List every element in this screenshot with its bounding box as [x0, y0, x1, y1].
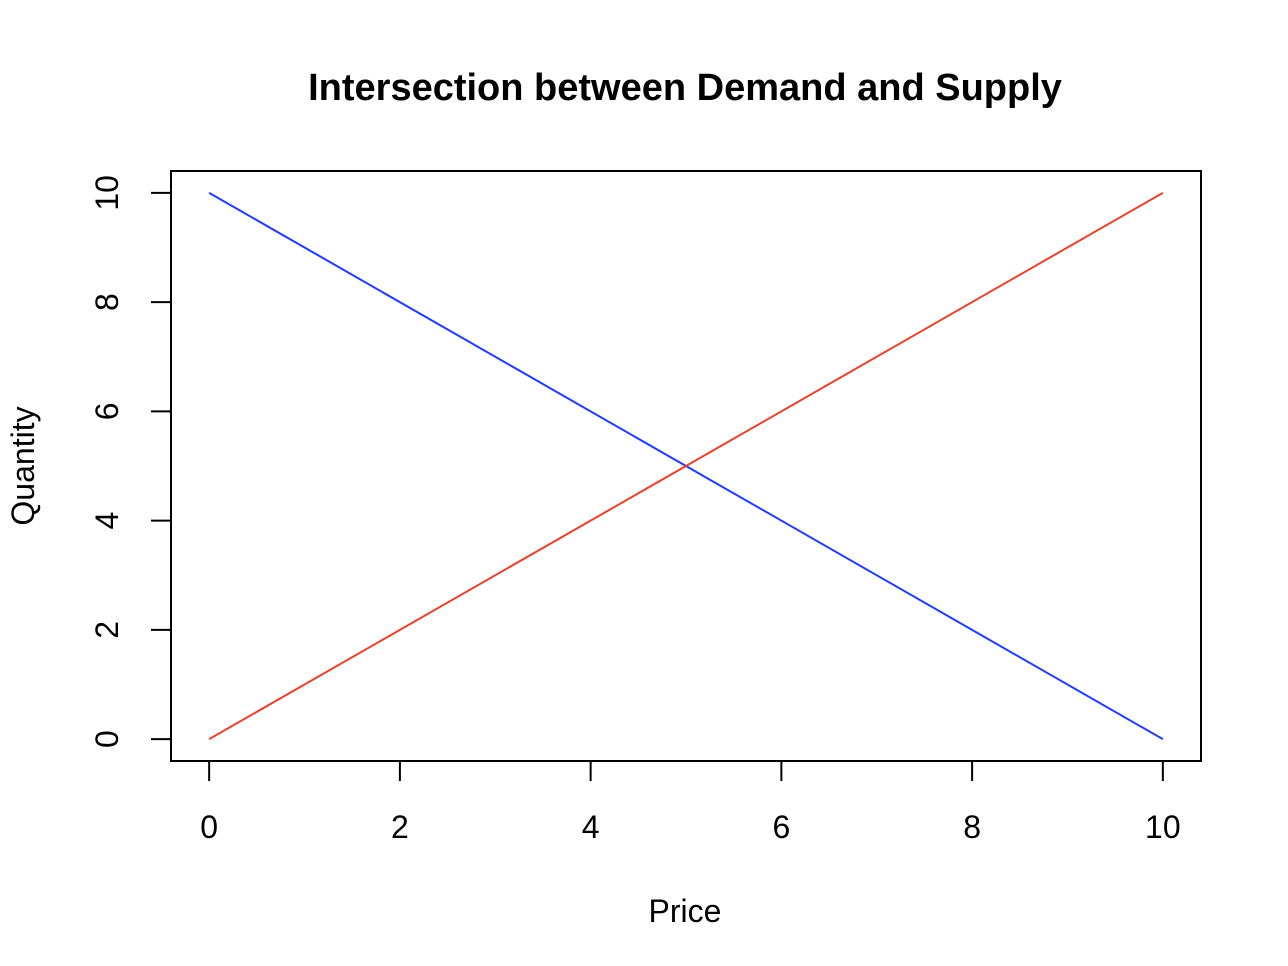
y-axis-label: Quantity	[5, 406, 41, 525]
y-tick-label: 8	[89, 293, 125, 311]
x-tick-label: 6	[772, 809, 790, 845]
x-axis-label: Price	[649, 893, 722, 929]
y-axis: 0 2 4 6 8 10	[89, 175, 172, 748]
x-tick-label: 10	[1145, 809, 1181, 845]
y-tick-label: 0	[89, 730, 125, 748]
x-tick-label: 2	[391, 809, 409, 845]
x-axis: 0 2 4 6 8 10	[200, 760, 1181, 845]
x-tick-label: 0	[200, 809, 218, 845]
series-group	[208, 191, 1164, 741]
chart-title: Intersection between Demand and Supply	[308, 67, 1062, 109]
y-tick-label: 10	[89, 175, 125, 211]
y-tick-label: 2	[89, 621, 125, 639]
series-line-2	[208, 191, 1164, 741]
x-tick-label: 8	[963, 809, 981, 845]
y-tick-label: 6	[89, 402, 125, 420]
x-tick-label: 4	[582, 809, 600, 845]
y-tick-label: 4	[89, 512, 125, 530]
